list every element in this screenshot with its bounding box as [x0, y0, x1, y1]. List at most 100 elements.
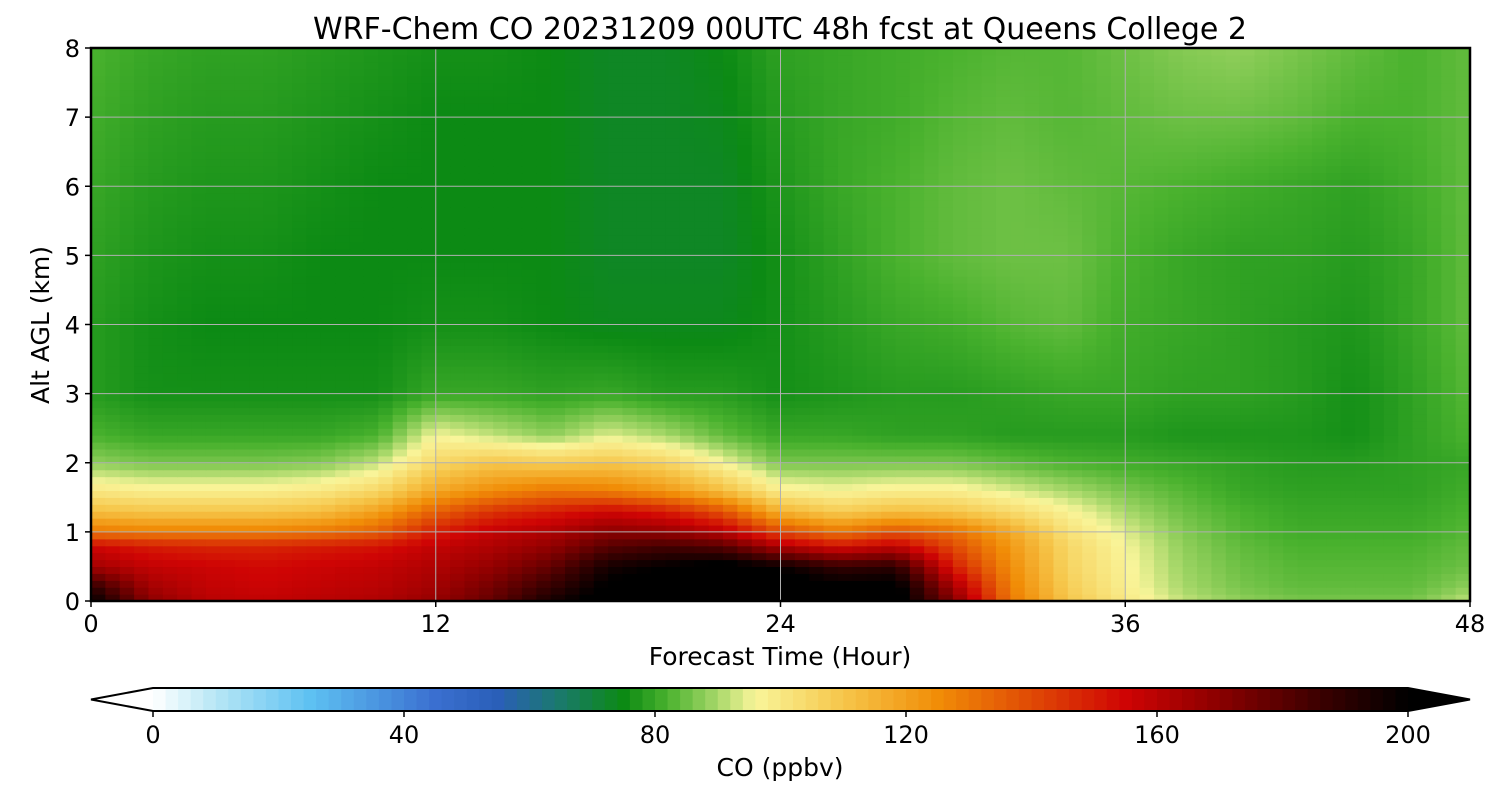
heatmap-cell [105, 552, 121, 561]
heatmap-cell [91, 531, 106, 540]
heatmap-cell [1125, 255, 1141, 263]
heatmap-cell [967, 269, 983, 277]
heatmap-cell [306, 455, 322, 464]
heatmap-cell [1082, 296, 1098, 305]
heatmap-cell [794, 594, 810, 602]
heatmap-cell [493, 594, 509, 602]
heatmap-cell [536, 428, 552, 436]
heatmap-cell [162, 317, 178, 326]
heatmap-cell [249, 393, 264, 402]
heatmap-cell [1197, 587, 1213, 595]
heatmap-cell [938, 276, 954, 284]
heatmap-cell [881, 303, 897, 312]
heatmap-cell [450, 580, 466, 588]
heatmap-cell [679, 476, 695, 485]
heatmap-cell [881, 352, 897, 360]
heatmap-cell [148, 393, 164, 402]
heatmap-cell [737, 276, 753, 284]
heatmap-cell [1125, 580, 1141, 588]
heatmap-cell [349, 462, 365, 471]
heatmap-cell [507, 255, 523, 263]
heatmap-cell [1326, 407, 1342, 415]
heatmap-cell [1110, 421, 1126, 429]
heatmap-cell [651, 552, 667, 561]
heatmap-cell [1383, 490, 1399, 498]
heatmap-cell [263, 545, 279, 554]
heatmap-cell [1110, 497, 1126, 505]
heatmap-cell [1355, 241, 1371, 250]
heatmap-cell [679, 421, 695, 429]
heatmap-cell [909, 455, 925, 464]
heatmap-cell [1168, 559, 1184, 568]
heatmap-cell [119, 352, 135, 360]
heatmap-cell [837, 393, 853, 402]
heatmap-cell [737, 283, 753, 291]
heatmap-cell [191, 324, 207, 333]
heatmap-cell [148, 483, 164, 491]
heatmap-cell [1398, 594, 1414, 602]
heatmap-cell [263, 269, 279, 277]
heatmap-cell [1369, 407, 1385, 415]
heatmap-cell [507, 421, 523, 429]
heatmap-cell [809, 414, 825, 422]
heatmap-cell [895, 511, 911, 519]
heatmap-cell [335, 352, 351, 360]
heatmap-cell [924, 594, 940, 602]
heatmap-cell [450, 400, 466, 409]
heatmap-cell [766, 490, 782, 498]
heatmap-cell [895, 359, 911, 367]
heatmap-cell [1197, 303, 1213, 312]
heatmap-cell [780, 296, 796, 305]
heatmap-cell [1125, 310, 1141, 319]
heatmap-cell [435, 365, 451, 374]
heatmap-cell [1426, 511, 1442, 519]
heatmap-cell [105, 497, 121, 505]
heatmap-cell [608, 303, 624, 312]
heatmap-cell [952, 455, 968, 464]
heatmap-cell [421, 276, 437, 284]
heatmap-cell [1412, 448, 1428, 457]
heatmap-cell [550, 331, 566, 339]
heatmap-cell [435, 393, 451, 402]
heatmap-cell [550, 587, 566, 595]
heatmap-cell [995, 303, 1011, 312]
heatmap-cell [1398, 241, 1414, 250]
heatmap-cell [1225, 262, 1241, 270]
heatmap-cell [766, 552, 782, 561]
heatmap-cell [1398, 469, 1414, 478]
heatmap-cell [450, 255, 466, 263]
heatmap-cell [608, 345, 624, 353]
heatmap-cell [349, 276, 365, 284]
heatmap-cell [1211, 372, 1227, 381]
heatmap-cell [450, 317, 466, 326]
heatmap-cell [766, 372, 782, 381]
heatmap-cell [952, 573, 968, 581]
heatmap-cell [1412, 241, 1428, 250]
heatmap-cell [1153, 483, 1169, 491]
heatmap-cell [837, 497, 853, 505]
heatmap-cell [1096, 442, 1112, 450]
heatmap-cell [1010, 269, 1026, 277]
heatmap-cell [435, 504, 451, 512]
heatmap-cell [895, 372, 911, 381]
heatmap-cell [1398, 566, 1414, 574]
heatmap-cell [766, 296, 782, 305]
heatmap-cell [1182, 594, 1198, 602]
heatmap-cell [608, 511, 624, 519]
heatmap-cell [1369, 283, 1385, 291]
heatmap-cell [881, 324, 897, 333]
heatmap-cell [177, 476, 193, 485]
heatmap-cell [421, 248, 437, 256]
heatmap-cell [723, 428, 738, 436]
heatmap-cell [478, 497, 494, 505]
heatmap-cell [521, 462, 537, 471]
heatmap-cell [1441, 483, 1457, 491]
heatmap-cell [464, 469, 480, 478]
heatmap-cell [1082, 379, 1098, 388]
heatmap-cell [1441, 594, 1457, 602]
heatmap-cell [823, 386, 839, 395]
heatmap-cell [1254, 365, 1270, 374]
heatmap-cell [967, 594, 983, 602]
heatmap-cell [1067, 289, 1083, 298]
heatmap-cell [148, 359, 164, 367]
